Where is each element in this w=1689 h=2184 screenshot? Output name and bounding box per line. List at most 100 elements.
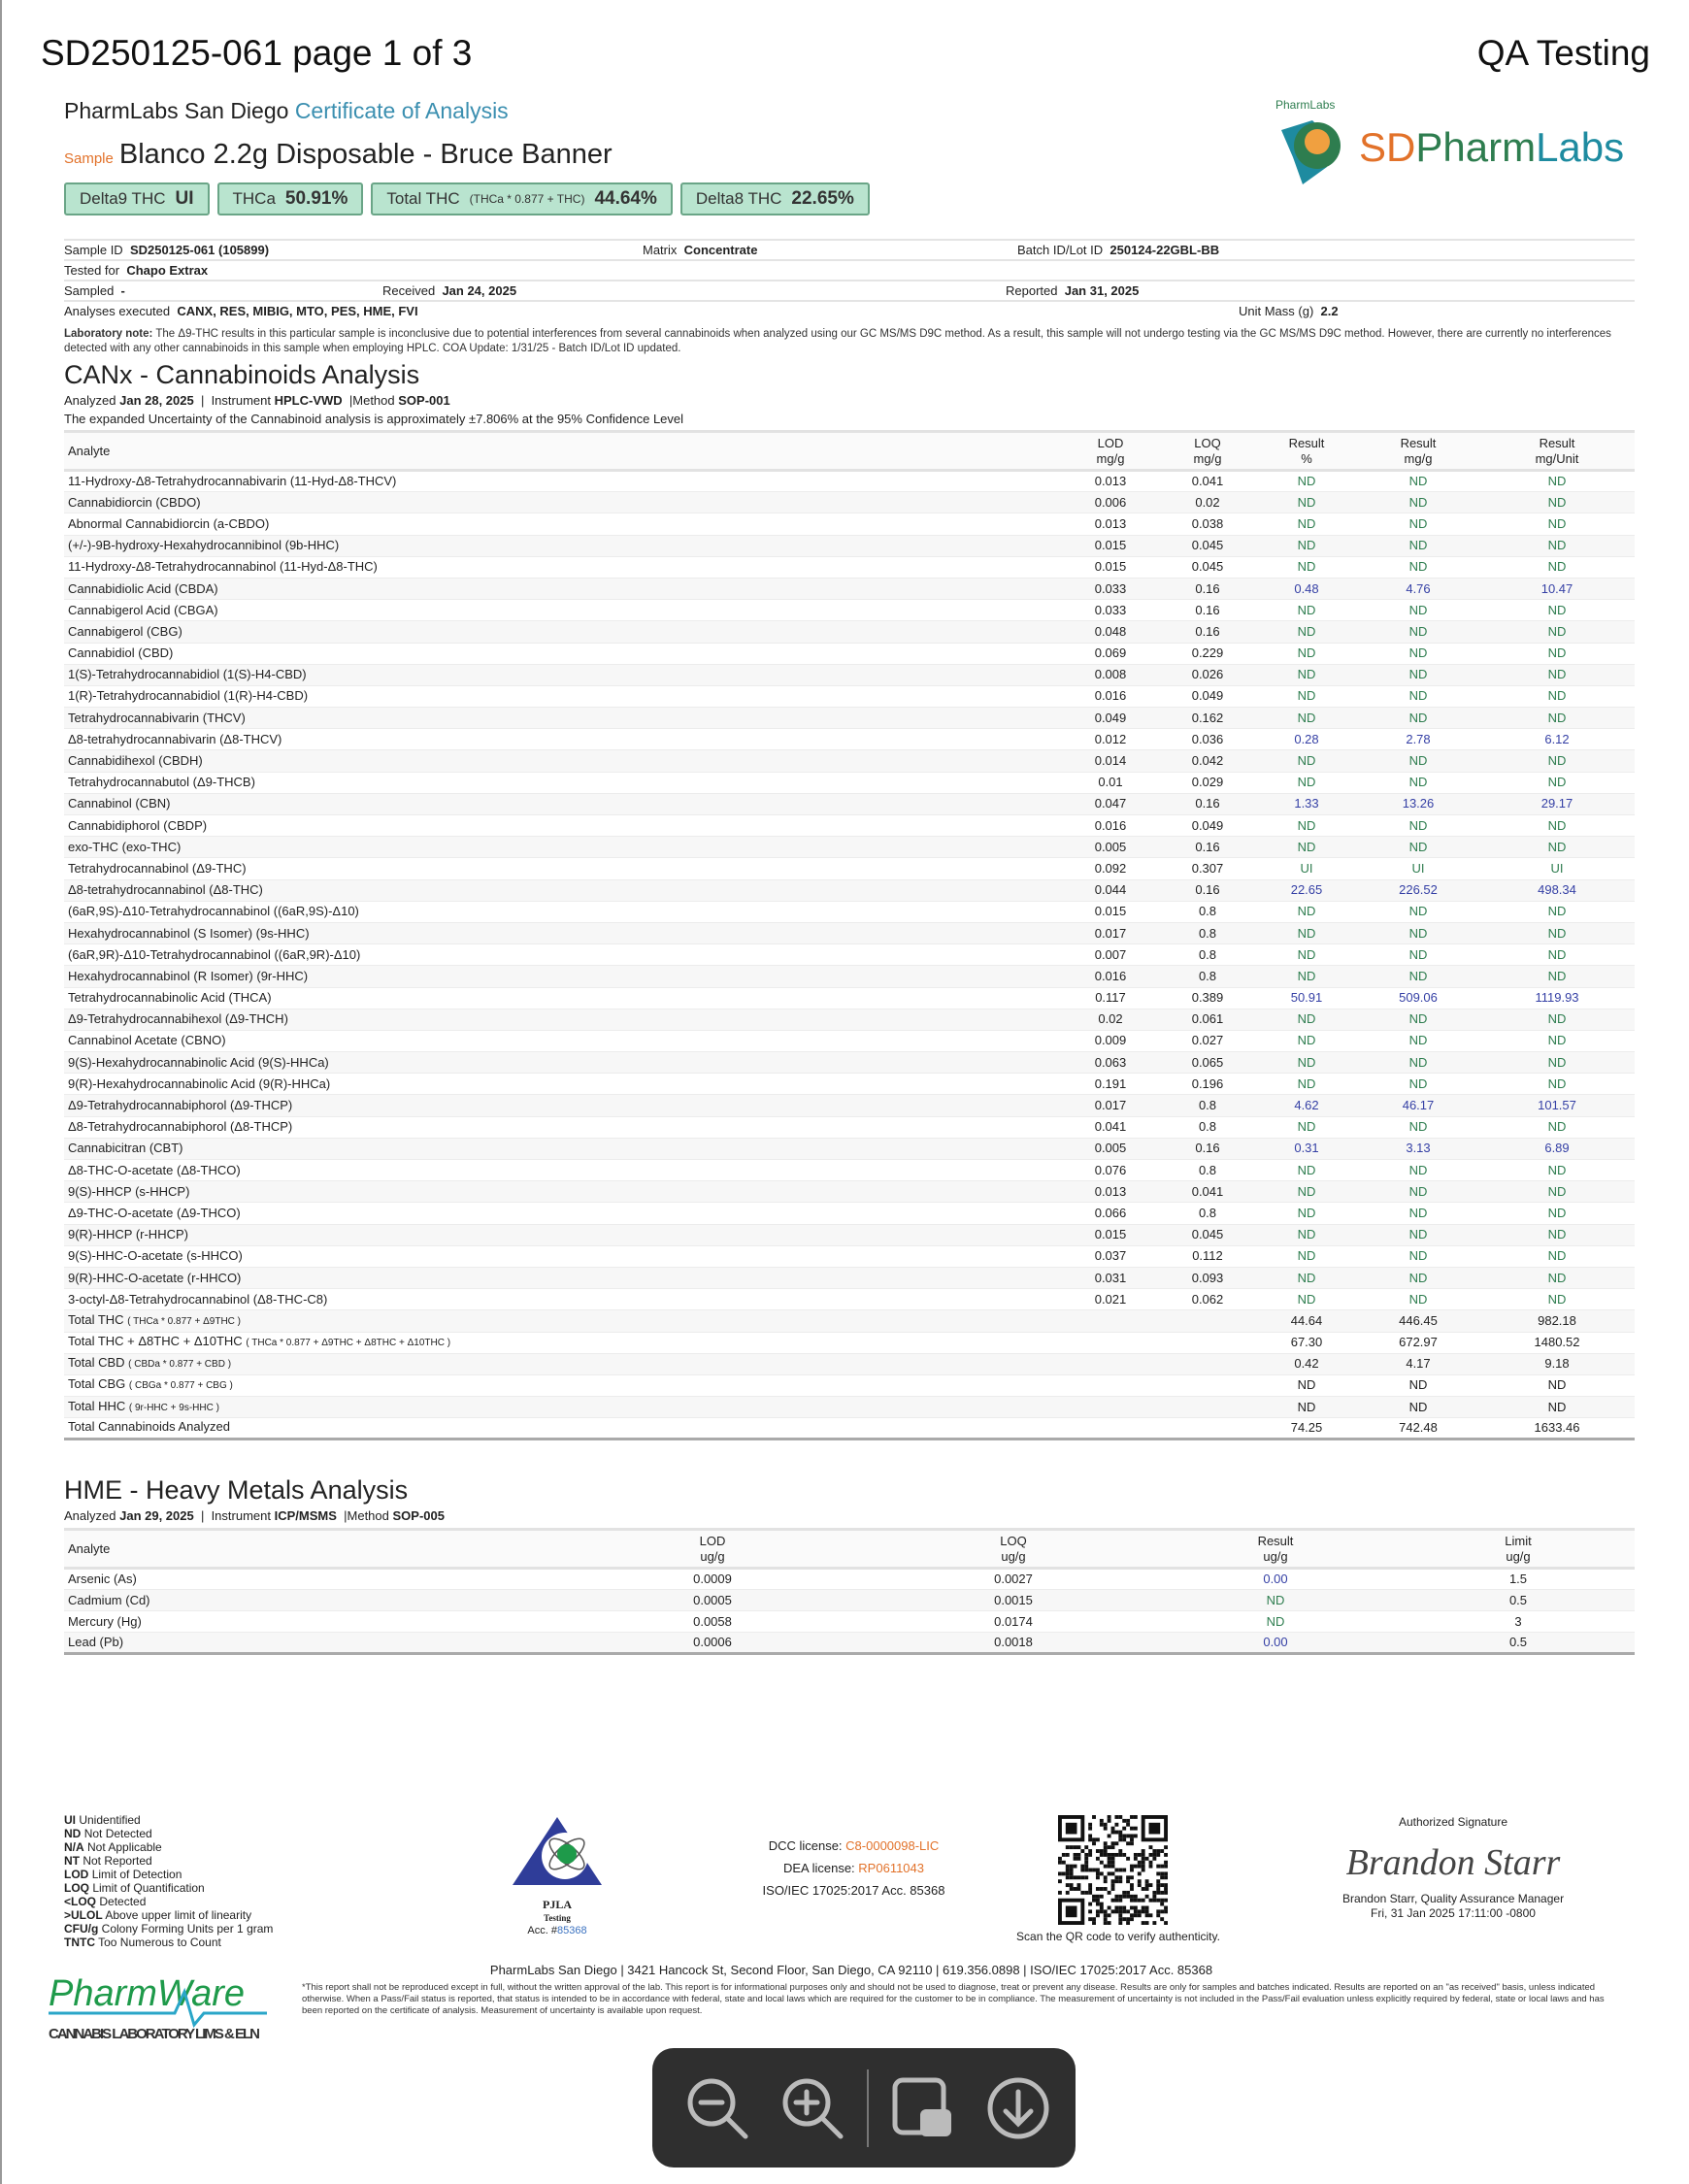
qr-code[interactable] <box>1058 1815 1168 1925</box>
analyte-name: 1(R)-Tetrahydrocannabidiol (1(R)-H4-CBD) <box>64 685 1062 709</box>
cell: ND <box>1479 1180 1635 1204</box>
cell: 0.066 <box>1062 1202 1159 1225</box>
table-row: Cannabidiol (CBD) 0.069 0.229 ND ND ND <box>64 643 1635 665</box>
cell: ND <box>1479 1374 1635 1398</box>
legend-abbr: >ULOL <box>64 1908 103 1922</box>
analyte-name: Hexahydrocannabinol (S Isomer) (9s-HHC) <box>64 922 1062 945</box>
lab-heading: PharmLabs San Diego Certificate of Analy… <box>64 98 509 124</box>
legend-abbr: UI <box>64 1813 76 1827</box>
cell: 0.009 <box>1062 1030 1159 1053</box>
total-label: Total CBD <box>68 1355 125 1371</box>
cell: ND <box>1357 1374 1479 1398</box>
cell: 0.005 <box>1062 1138 1159 1161</box>
total-label: Total CBG <box>68 1376 126 1392</box>
cell: ND <box>1357 1073 1479 1096</box>
table-row: 9(R)-Hexahydrocannabinolic Acid (9(R)-HH… <box>64 1073 1635 1096</box>
table-row: Tetrahydrocannabutol (Δ9-THCB) 0.01 0.029 N… <box>64 772 1635 794</box>
cell: 0.16 <box>1159 620 1256 644</box>
badge-delta9: Delta9 THC UI <box>64 182 210 215</box>
column-header: Analyte <box>64 1528 547 1570</box>
cell: ND <box>1149 1589 1402 1611</box>
cell: 0.00 <box>1149 1568 1402 1590</box>
analyte-name: exo-THC (exo-THC) <box>64 836 1062 859</box>
table-row: Cannabigerol (CBG) 0.048 0.16 ND ND ND <box>64 620 1635 644</box>
legend-abbr: N/A <box>64 1840 84 1854</box>
legend-item: UI Unidentified <box>64 1813 273 1827</box>
cell: 0.027 <box>1159 1030 1256 1053</box>
cell: 0.8 <box>1159 1159 1256 1182</box>
open-in-app-button[interactable] <box>882 2068 964 2149</box>
cell: 0.013 <box>1062 513 1159 536</box>
column-header: Analyte <box>64 430 1062 472</box>
cell: 0.229 <box>1159 643 1256 665</box>
legend-desc: Above upper limit of linearity <box>105 1908 252 1922</box>
licenses: DCC license: C8-0000098-LIC DEA license:… <box>762 1838 945 1898</box>
cell: ND <box>1479 470 1635 493</box>
column-header: LOQ mg/g <box>1159 430 1256 472</box>
column-header: Result ug/g <box>1149 1528 1402 1570</box>
zoom-out-button[interactable] <box>677 2068 758 2149</box>
cell: 672.97 <box>1357 1332 1479 1354</box>
analyte-name: 3-octyl-Δ8-Tetrahydrocannabinol (Δ8-THC-… <box>64 1288 1062 1311</box>
cell: ND <box>1256 1288 1357 1311</box>
table-row: Cannabidiolic Acid (CBDA) 0.033 0.16 0.48 4.… <box>64 578 1635 601</box>
column-header: LOQ ug/g <box>878 1528 1149 1570</box>
cell: ND <box>1256 643 1357 665</box>
cell: 0.5 <box>1402 1589 1635 1611</box>
cell: 0.389 <box>1159 987 1256 1009</box>
table-row: (6aR,9R)-Δ10-Tetrahydrocannabinol ((6aR,… <box>64 943 1635 967</box>
cell: 0.0005 <box>547 1589 878 1611</box>
cell: ND <box>1357 556 1479 579</box>
cell: 0.005 <box>1062 836 1159 859</box>
sample-name: Blanco 2.2g Disposable - Bruce Banner <box>118 139 613 170</box>
cell: ND <box>1357 513 1479 536</box>
cell: 0.031 <box>1062 1267 1159 1290</box>
analyte-name: 9(R)-HHCP (r-HHCP) <box>64 1224 1062 1246</box>
cell: ND <box>1479 599 1635 622</box>
legend-item: NT Not Reported <box>64 1854 273 1868</box>
analyte-name: Cannabidiolic Acid (CBDA) <box>64 578 1062 601</box>
cell: ND <box>1357 535 1479 557</box>
analyte-name: Δ8-tetrahydrocannabivarin (Δ8-THCV) <box>64 728 1062 751</box>
cell: ND <box>1357 1224 1479 1246</box>
cell: ND <box>1479 943 1635 967</box>
zoom-in-button[interactable] <box>772 2068 853 2149</box>
total-label: Total HHC <box>68 1398 126 1413</box>
cell: 509.06 <box>1357 987 1479 1009</box>
table-row: Cannabidiorcin (CBDO) 0.006 0.02 ND ND ND <box>64 491 1635 514</box>
cannabinoids-table: Analyte LOD mg/g LOQ mg/g Result % Result mg… <box>64 430 1635 1441</box>
svg-text:SDPharmLabs: SDPharmLabs <box>1359 124 1624 170</box>
cell: ND <box>1479 1288 1635 1311</box>
download-button[interactable] <box>977 2068 1059 2149</box>
cell: ND <box>1357 1051 1479 1075</box>
table-row: Arsenic (As) 0.0009 0.0027 0.00 1.5 <box>64 1568 1635 1590</box>
cell: ND <box>1357 749 1479 773</box>
cell: ND <box>1479 1159 1635 1182</box>
table-row: Cadmium (Cd) 0.0005 0.0015 ND 0.5 <box>64 1589 1635 1611</box>
cell: ND <box>1357 943 1479 967</box>
cell: 10.47 <box>1479 578 1635 601</box>
cell: 4.17 <box>1357 1353 1479 1375</box>
canx-uncertainty: The expanded Uncertainty of the Cannabin… <box>64 412 684 426</box>
column-header: Result mg/Unit <box>1479 430 1635 472</box>
cell: 0.16 <box>1159 599 1256 622</box>
cell: 0.042 <box>1159 749 1256 773</box>
total-name: Total THC + Δ8THC + Δ10THC ( THCa * 0.87… <box>64 1332 1256 1354</box>
analyte-name: 9(S)-HHC-O-acetate (s-HHCO) <box>64 1245 1062 1268</box>
analyte-name: Cannabinol Acetate (CBNO) <box>64 1030 1062 1053</box>
table-row: Lead (Pb) 0.0006 0.0018 0.00 0.5 <box>64 1632 1635 1655</box>
cell: ND <box>1256 836 1357 859</box>
cell: 982.18 <box>1479 1309 1635 1333</box>
cell: 0.0015 <box>878 1589 1149 1611</box>
canx-meta: Analyzed Jan 28, 2025 | Instrument HPLC-… <box>64 393 450 408</box>
legend-abbr: LOD <box>64 1868 89 1881</box>
legend-item: N/A Not Applicable <box>64 1840 273 1854</box>
cell: ND <box>1256 1245 1357 1268</box>
legend-abbr: TNTC <box>64 1936 95 1949</box>
cell: ND <box>1256 1374 1357 1398</box>
cell: 0.045 <box>1159 1224 1256 1246</box>
cell: ND <box>1357 1009 1479 1031</box>
cell: ND <box>1256 1116 1357 1139</box>
cell: 0.0027 <box>878 1568 1149 1590</box>
cell: ND <box>1357 491 1479 514</box>
